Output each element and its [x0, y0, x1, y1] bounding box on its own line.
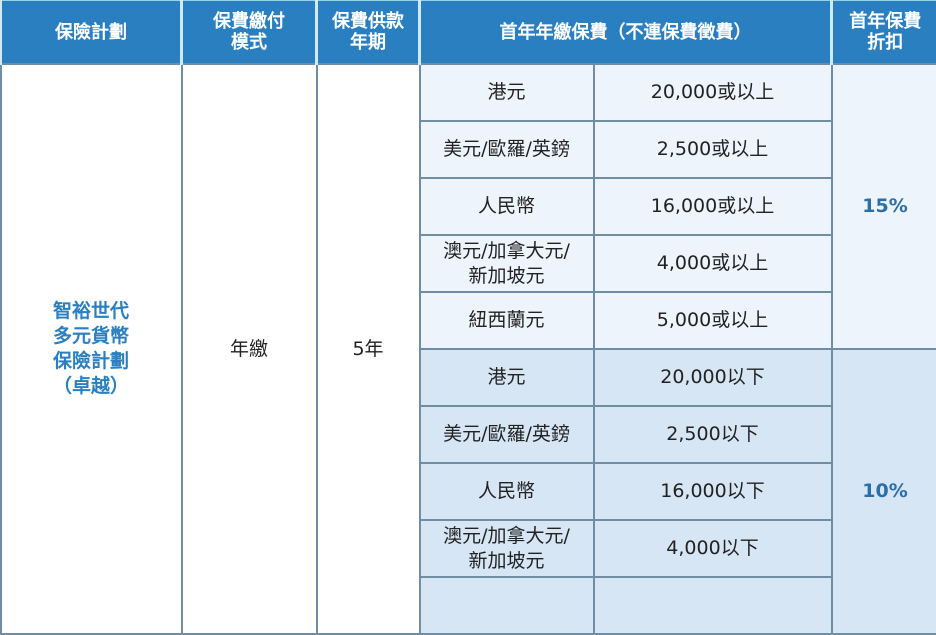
premium-cell: 20,000或以上: [594, 64, 832, 121]
currency-cell: 澳元/加拿大元/新加坡元: [420, 235, 594, 292]
currency-line: 澳元/加拿大元/: [421, 239, 593, 264]
currency-line: 新加坡元: [421, 264, 593, 289]
currency-line: 紐西蘭元: [421, 308, 593, 333]
plan-name-line: 多元貨幣: [2, 324, 181, 349]
header-row: 保險計劃 保費繳付 模式 保費供款 年期 首年年繳保費（不連保費徵費） 首年保費…: [1, 0, 936, 64]
currency-cell: 澳元/加拿大元/新加坡元: [420, 520, 594, 577]
premium-cell: [594, 577, 832, 634]
currency-cell: [420, 577, 594, 634]
currency-line: 澳元/加拿大元/: [421, 524, 593, 549]
plan-name-line: （卓越）: [2, 374, 181, 399]
currency-line: 人民幣: [421, 479, 593, 504]
currency-line: 美元/歐羅/英鎊: [421, 422, 593, 447]
premium-cell: 20,000以下: [594, 349, 832, 406]
premium-cell: 2,500或以上: [594, 121, 832, 178]
currency-line: 港元: [421, 365, 593, 390]
premium-cell: 2,500以下: [594, 406, 832, 463]
currency-cell: 人民幣: [420, 463, 594, 520]
premium-cell: 4,000以下: [594, 520, 832, 577]
currency-cell: 港元: [420, 349, 594, 406]
currency-cell: 美元/歐羅/英鎊: [420, 406, 594, 463]
currency-line: 美元/歐羅/英鎊: [421, 137, 593, 162]
currency-cell: 美元/歐羅/英鎊: [420, 121, 594, 178]
premium-cell: 16,000以下: [594, 463, 832, 520]
header-payment-mode: 保費繳付 模式: [182, 0, 317, 64]
header-payment-term: 保費供款 年期: [317, 0, 420, 64]
header-first-year-premium: 首年年繳保費（不連保費徵費）: [420, 0, 832, 64]
plan-name: 智裕世代多元貨幣保險計劃（卓越）: [1, 64, 182, 634]
payment-mode: 年繳: [182, 64, 317, 634]
payment-term: 5年: [317, 64, 420, 634]
header-discount: 首年保費 折扣: [832, 0, 936, 64]
premium-cell: 5,000或以上: [594, 292, 832, 349]
currency-line: 港元: [421, 80, 593, 105]
plan-name-line: 智裕世代: [2, 299, 181, 324]
premium-cell: 16,000或以上: [594, 178, 832, 235]
plan-name-line: 保險計劃: [2, 349, 181, 374]
discount-cell: 15%: [832, 64, 936, 349]
currency-cell: 紐西蘭元: [420, 292, 594, 349]
premium-cell: 4,000或以上: [594, 235, 832, 292]
currency-cell: 人民幣: [420, 178, 594, 235]
header-plan: 保險計劃: [1, 0, 182, 64]
currency-cell: 港元: [420, 64, 594, 121]
currency-line: 新加坡元: [421, 549, 593, 574]
currency-line: 人民幣: [421, 194, 593, 219]
discount-cell: 10%: [832, 349, 936, 634]
